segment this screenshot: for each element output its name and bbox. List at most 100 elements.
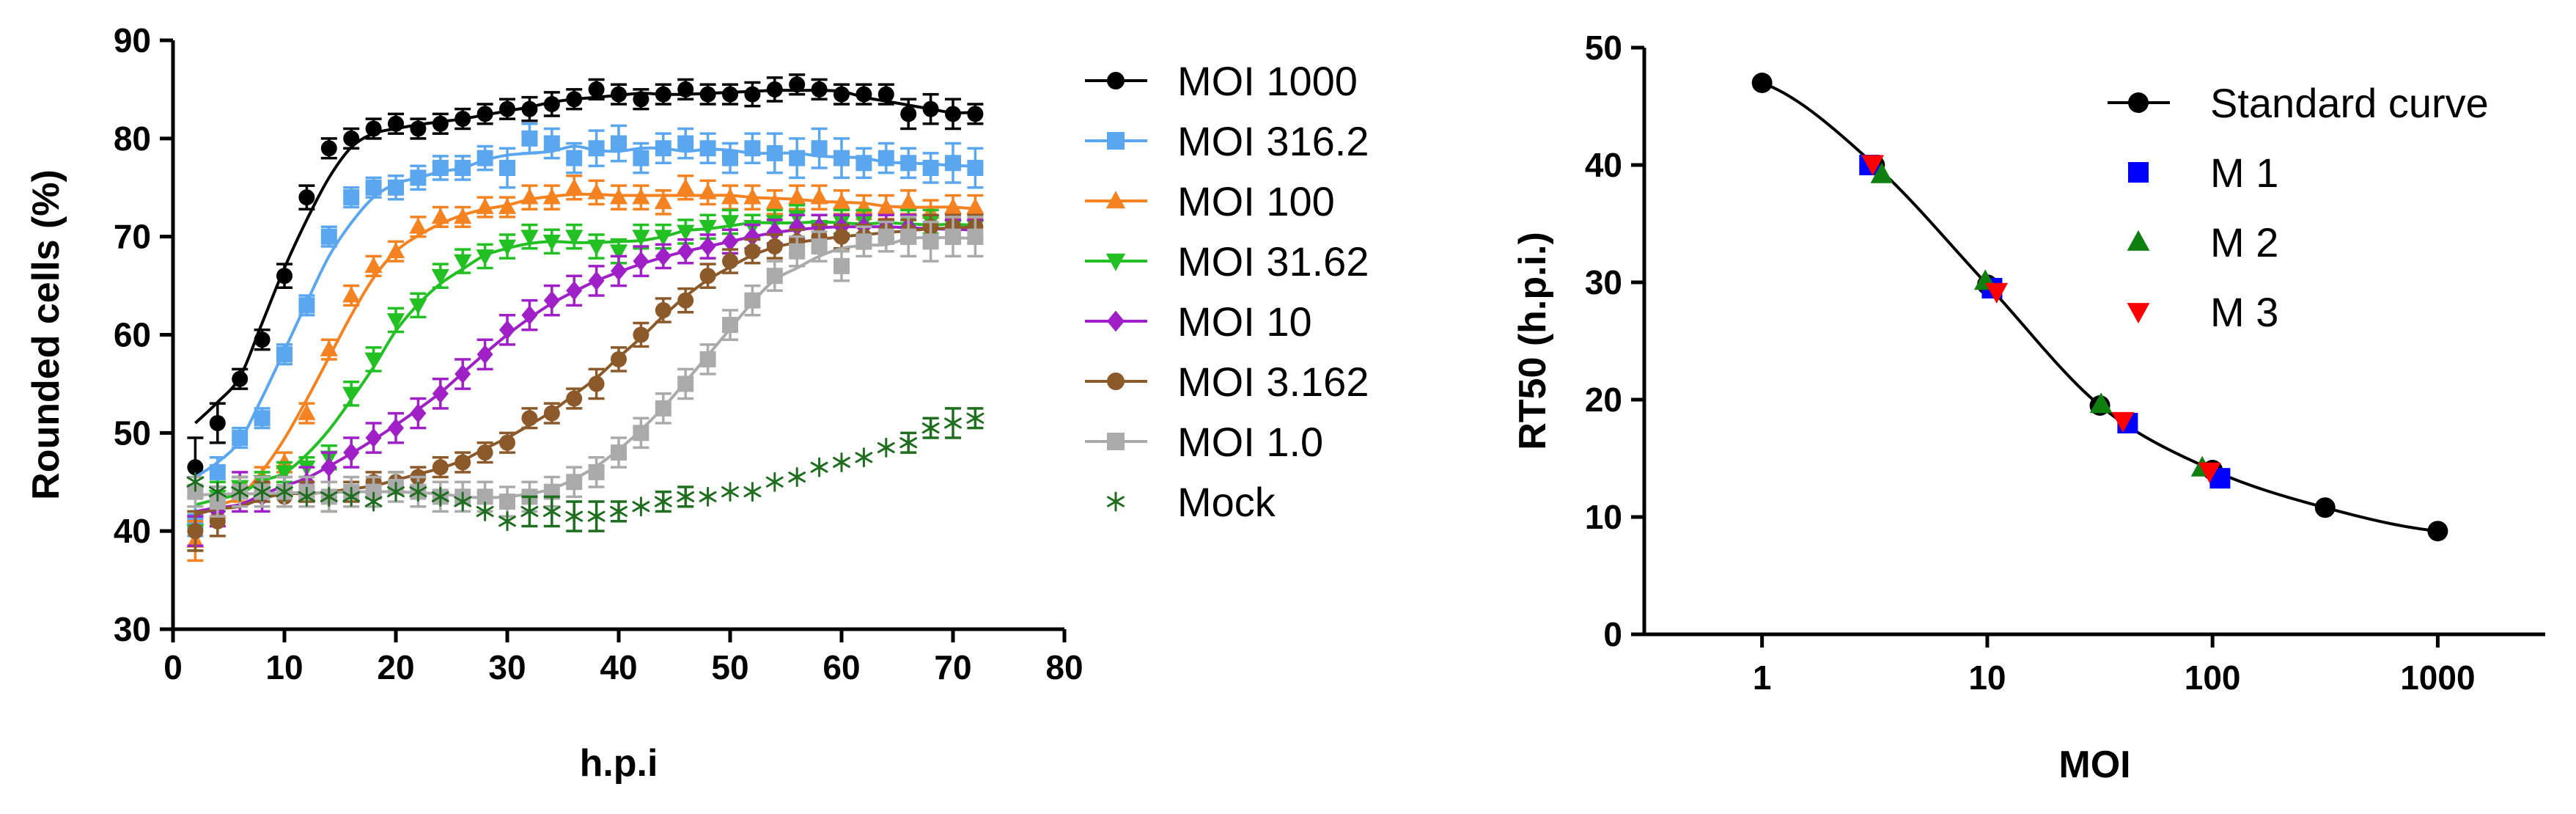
data-point (275, 465, 294, 482)
x-tick-label: 60 (823, 648, 860, 686)
y-tick-label: 40 (1585, 146, 1622, 184)
data-point (722, 150, 738, 166)
data-point (566, 474, 583, 491)
data-point (410, 169, 427, 186)
legend: Standard curve M 1 M 2 M 3 (2108, 80, 2489, 335)
data-point (455, 364, 471, 384)
data-point (945, 106, 961, 122)
legend-label: MOI 100 (1177, 178, 1335, 224)
data-point (677, 178, 695, 195)
data-point (2314, 497, 2336, 518)
legend-item-m-2: M 2 (2127, 219, 2278, 265)
data-point (186, 472, 205, 492)
data-point (922, 100, 939, 117)
data-point (811, 81, 828, 98)
data-point (410, 120, 427, 137)
data-point (388, 115, 404, 132)
data-point (320, 228, 337, 245)
legend-label: MOI 1000 (1177, 58, 1358, 104)
fit-line (195, 225, 976, 513)
data-point (388, 418, 404, 438)
data-point (542, 501, 561, 521)
y-tick-label: 50 (114, 414, 151, 452)
data-point (766, 238, 783, 255)
data-point (789, 243, 806, 260)
series-m-2 (1870, 162, 2214, 477)
data-point (966, 197, 985, 214)
legend-label: MOI 1.0 (1177, 419, 1323, 465)
data-point (566, 91, 583, 108)
data-point (499, 100, 515, 117)
data-point (788, 188, 806, 205)
data-point (743, 188, 762, 205)
data-point (454, 254, 472, 271)
x-tick-label: 1000 (2400, 659, 2475, 697)
data-point (877, 197, 895, 214)
legend-item-moi-100: MOI 100 (1085, 178, 1335, 224)
y-tick-label: 10 (1585, 498, 1622, 536)
data-point (855, 155, 872, 172)
data-point (744, 86, 761, 103)
x-tick-label: 50 (711, 648, 748, 686)
data-point (364, 352, 383, 369)
data-point (922, 233, 939, 250)
y-tick-label: 0 (1603, 615, 1622, 653)
data-point (499, 159, 515, 176)
data-point (432, 384, 449, 403)
data-point (855, 233, 872, 250)
data-point (298, 486, 316, 507)
data-point (588, 81, 605, 98)
data-point (365, 428, 382, 448)
legend-label: MOI 10 (1177, 298, 1312, 345)
legend-marker (1107, 310, 1125, 332)
data-point (677, 486, 695, 507)
x-tick-label: 80 (1045, 648, 1083, 686)
data-point (721, 188, 740, 205)
data-point (699, 140, 716, 157)
legend-label: MOI 316.2 (1177, 118, 1369, 164)
y-tick-label: 60 (114, 316, 151, 354)
data-point (810, 188, 828, 205)
x-tick-label: 10 (1968, 659, 2006, 697)
y-tick-label: 90 (114, 21, 151, 59)
legend-label: M 2 (2210, 219, 2278, 265)
data-point (432, 459, 449, 476)
data-point (431, 208, 449, 224)
data-point (387, 482, 405, 502)
data-point (587, 239, 606, 256)
time-course-chart: 0 10 20 30 40 50 60 70 80 30 40 50 60 70 80 90 h.p.i Roun… (25, 21, 1369, 785)
data-point (455, 111, 471, 128)
legend-marker (2127, 303, 2150, 324)
data-point (498, 197, 517, 214)
legend: MOI 1000 MOI 316.2 MOI 100 MOI 31.62 MOI 10 M… (1085, 58, 1369, 525)
data-point (187, 459, 204, 476)
data-point (565, 230, 584, 246)
data-point (833, 452, 850, 472)
data-point (833, 257, 850, 274)
data-point (699, 236, 716, 257)
data-point (633, 91, 649, 108)
data-point (364, 257, 383, 274)
data-point (945, 228, 961, 245)
data-point (565, 506, 584, 527)
data-point (677, 135, 694, 152)
data-point (588, 140, 605, 157)
data-point (811, 238, 828, 255)
data-point (611, 351, 627, 367)
data-point (499, 434, 515, 451)
data-point (609, 244, 628, 261)
legend-label: Mock (1177, 479, 1276, 525)
data-point (2427, 521, 2448, 542)
data-point (722, 253, 738, 270)
data-point (543, 135, 560, 152)
data-point (943, 197, 963, 214)
data-point (298, 189, 315, 206)
x-tick-label: 0 (163, 648, 183, 686)
data-point (744, 140, 761, 157)
y-axis-title: Rounded cells (%) (25, 169, 67, 500)
data-point (431, 268, 449, 285)
y-tick-label: 30 (114, 610, 151, 648)
data-point (254, 410, 271, 427)
data-point (699, 268, 716, 285)
